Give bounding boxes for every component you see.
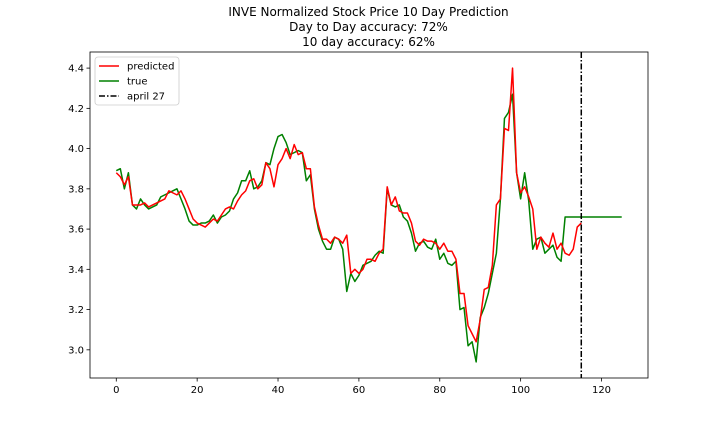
y-tick-label: 3.0 [68, 345, 84, 356]
x-tick-label: 0 [113, 385, 119, 396]
legend-label-predicted: predicted [127, 62, 174, 73]
legend-label-true: true [127, 77, 148, 88]
chart-title-line-3: 10 day accuracy: 62% [302, 35, 435, 49]
chart-title: INVE Normalized Stock Price 10 Day Predi… [228, 5, 508, 49]
y-tick-label: 4.4 [68, 64, 84, 75]
chart-title-line-1: INVE Normalized Stock Price 10 Day Predi… [228, 5, 508, 19]
plot-layer [115, 52, 622, 378]
y-axis: 3.0 3.2 3.4 3.6 3.8 4.0 4.2 4.4 [68, 64, 90, 356]
y-tick-label: 4.0 [68, 144, 84, 155]
x-tick-label: 80 [433, 385, 446, 396]
x-axis: 0 20 40 60 80 100 120 [113, 378, 611, 396]
x-tick-label: 120 [592, 385, 611, 396]
y-tick-label: 3.8 [68, 184, 84, 195]
series-line-true [115, 93, 622, 363]
plot-frame [89, 51, 649, 379]
chart-title-line-2: Day to Day accuracy: 72% [289, 20, 448, 34]
legend: predicted true april 27 [94, 56, 180, 106]
legend-box [94, 56, 180, 106]
x-tick-label: 40 [272, 385, 285, 396]
series-line-predicted [115, 67, 582, 343]
y-tick-label: 3.6 [68, 225, 84, 236]
y-tick-label: 3.4 [68, 265, 84, 276]
legend-label-april-27: april 27 [127, 92, 165, 103]
x-tick-label: 20 [191, 385, 204, 396]
x-tick-label: 100 [511, 385, 530, 396]
y-tick-label: 3.2 [68, 305, 84, 316]
x-tick-label: 60 [353, 385, 366, 396]
y-tick-label: 4.2 [68, 104, 84, 115]
